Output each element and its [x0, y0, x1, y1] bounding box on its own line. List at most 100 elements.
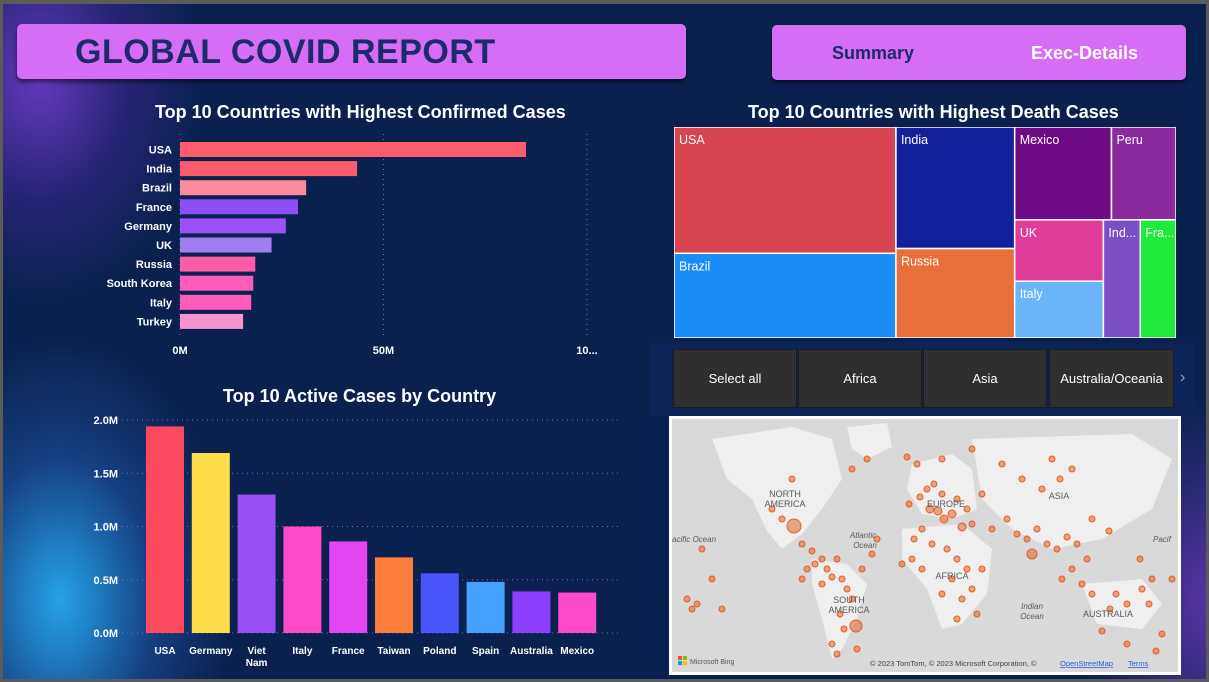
y-tick-label: 2.0M — [94, 415, 118, 427]
category-label: France — [136, 202, 172, 214]
report-title-banner: GLOBAL COVID REPORT — [17, 24, 686, 79]
map-canvas[interactable]: NORTH AMERICA SOUTH AMERICA EUROPE ASIA … — [672, 419, 1178, 672]
category-label: USA — [154, 646, 175, 657]
bar — [180, 180, 307, 196]
bar — [237, 494, 276, 633]
bar — [329, 541, 368, 633]
treemap-tile — [1013, 127, 1113, 221]
case-marker — [898, 560, 906, 568]
category-label: Germany — [189, 646, 233, 657]
treemap-label: Italy — [1020, 287, 1044, 301]
map-landmasses — [712, 423, 1172, 659]
active-chart-title: Top 10 Active Cases by Country — [223, 386, 497, 406]
category-label: India — [146, 164, 173, 176]
case-marker — [903, 453, 911, 461]
case-marker — [1088, 590, 1096, 598]
treemap-label: Ind... — [1108, 226, 1136, 240]
case-marker — [1013, 530, 1021, 538]
x-tick-label: 50M — [373, 345, 394, 357]
case-marker — [1068, 565, 1076, 573]
bing-logo-square-2 — [683, 656, 687, 660]
bing-brand-text: Microsoft Bing — [690, 659, 734, 666]
case-marker — [798, 575, 806, 583]
treemap-label: UK — [1020, 226, 1038, 240]
bar — [191, 453, 230, 633]
world-map[interactable]: NORTH AMERICA SOUTH AMERICA EUROPE ASIA … — [669, 416, 1181, 675]
treemap-tile — [895, 127, 1016, 250]
map-label-indian-2: Ocean — [1020, 612, 1044, 621]
map-label-atlantic-1: Atlantic — [849, 531, 876, 540]
case-marker — [873, 535, 881, 543]
case-marker — [858, 565, 866, 573]
case-marker — [978, 490, 986, 498]
case-marker — [803, 565, 811, 573]
case-marker — [1168, 575, 1176, 583]
bar — [180, 142, 526, 157]
slicer-asia[interactable]: Asia — [923, 349, 1047, 408]
exec-details-nav-button[interactable]: Exec-Details — [1031, 43, 1139, 63]
land-greenland — [847, 423, 892, 459]
case-marker — [1083, 555, 1091, 563]
case-marker — [683, 595, 691, 603]
case-marker — [1033, 525, 1041, 533]
case-marker — [1145, 600, 1153, 608]
case-marker — [913, 460, 921, 468]
case-marker — [958, 595, 966, 603]
case-marker — [1056, 475, 1064, 483]
death-chart-title: Top 10 Countries with Highest Death Case… — [748, 102, 1119, 122]
treemap-tile — [674, 127, 897, 255]
case-marker — [930, 480, 938, 488]
map-label-south-america-2: AMERICA — [828, 605, 869, 615]
case-marker — [957, 522, 967, 532]
land-north-america — [712, 427, 842, 549]
bar — [283, 526, 322, 633]
category-label: France — [332, 646, 365, 657]
case-marker — [1043, 540, 1051, 548]
case-marker — [1023, 535, 1031, 543]
case-marker — [843, 585, 851, 593]
case-marker — [688, 605, 696, 613]
slicer-australia-oceania[interactable]: Australia/Oceania — [1049, 349, 1174, 408]
slicer-select-all[interactable]: Select all — [673, 349, 797, 408]
case-marker — [693, 600, 701, 608]
map-label-europe: EUROPE — [927, 499, 965, 509]
case-marker — [840, 625, 848, 633]
case-marker — [1058, 575, 1066, 583]
map-osm-link: OpenStreetMap — [1060, 659, 1113, 668]
treemap-tile — [1139, 219, 1176, 338]
case-marker — [905, 500, 913, 508]
bar — [466, 581, 505, 633]
case-marker — [939, 514, 949, 524]
summary-nav-button[interactable]: Summary — [832, 43, 915, 63]
bar — [180, 313, 244, 329]
case-marker — [718, 605, 726, 613]
case-marker — [953, 495, 961, 503]
case-marker — [998, 460, 1006, 468]
y-tick-label: 1.0M — [94, 522, 118, 534]
slicer-africa[interactable]: Africa — [798, 349, 922, 408]
category-label: Brazil — [142, 183, 172, 195]
category-label: Australia — [510, 646, 553, 657]
confirmed-chart-title: Top 10 Countries with Highest Confirmed … — [155, 102, 566, 122]
category-label: Spain — [472, 646, 499, 657]
case-marker — [1123, 600, 1131, 608]
case-marker — [1018, 475, 1026, 483]
case-marker — [947, 509, 957, 519]
case-marker — [1152, 647, 1160, 655]
category-label: South Korea — [107, 278, 173, 290]
case-marker — [849, 619, 863, 633]
report-title: GLOBAL COVID REPORT — [75, 33, 496, 71]
category-label: Viet — [248, 646, 267, 657]
case-marker — [908, 555, 916, 563]
case-marker — [1136, 555, 1144, 563]
case-marker — [823, 565, 831, 573]
treemap-label: Brazil — [679, 259, 710, 273]
case-marker — [788, 475, 796, 483]
bar — [512, 591, 551, 633]
case-marker — [853, 645, 861, 653]
case-marker — [808, 547, 816, 555]
page-navigator: Summary Exec-Details — [772, 25, 1186, 80]
chevron-right-icon[interactable]: › — [1180, 369, 1186, 386]
treemap-label: India — [901, 133, 928, 147]
bar — [375, 557, 413, 633]
